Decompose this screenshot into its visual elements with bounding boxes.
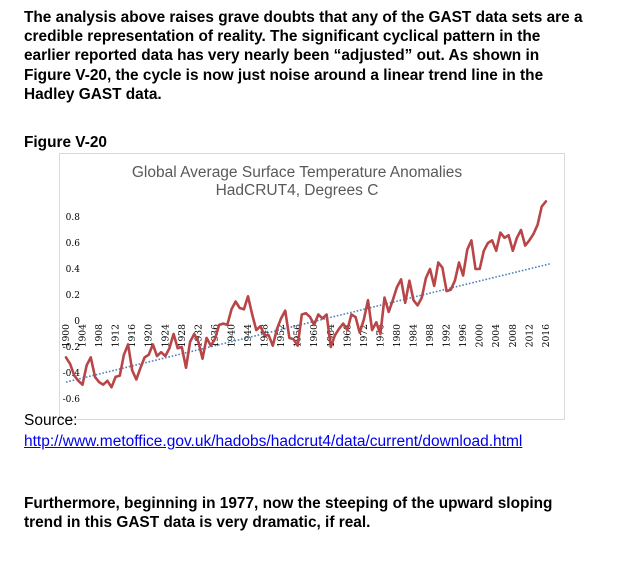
x-tick-label: 1976 [375,324,386,348]
source-link[interactable]: http://www.metoffice.gov.uk/hadobs/hadcr… [24,433,523,450]
x-tick-label: 2016 [541,324,552,348]
y-tick-label: 0.8 [66,213,81,223]
x-tick-label: 1984 [408,324,419,348]
figure-label: Figure V-20 [24,134,107,151]
x-tick-label: 1960 [309,324,320,348]
x-tick-label: 1996 [458,324,469,348]
x-tick-label: 1988 [425,324,436,348]
y-tick-label: 0 [74,317,80,327]
x-tick-label: 2000 [475,324,486,348]
x-tick-label: 1916 [127,324,138,348]
x-tick-label: 1980 [392,324,403,348]
x-tick-label: 1900 [61,324,72,348]
x-tick-label: 1952 [276,324,287,347]
x-tick-label: 1944 [243,324,254,348]
x-tick-label: 1972 [359,324,370,347]
x-tick-label: 1920 [144,324,155,348]
x-tick-label: 1928 [177,324,188,348]
x-tick-label: 2004 [491,324,502,348]
y-tick-label: -0.4 [63,369,81,379]
x-tick-label: 1912 [111,324,122,347]
x-tick-label: 1964 [326,324,337,348]
chart-frame: Global Average Surface Temperature Anoma… [59,153,565,420]
y-tick-label: 0.6 [66,239,81,249]
x-tick-label: 2008 [508,324,519,348]
y-tick-label: 0.4 [66,265,81,275]
x-tick-label: 1992 [442,324,453,347]
source-label: Source: [24,412,78,429]
x-tick-label: 1904 [78,324,89,348]
x-axis-ticks: 1900 1904 1908 1912 1916 1920 1924 1928 1932 1936… [61,324,552,348]
y-tick-label: -0.2 [63,343,80,353]
y-axis-ticks: -0.6 -0.4 -0.2 0 0.2 0.4 0.6 0.8 [63,213,81,405]
x-tick-label: 1932 [193,324,204,347]
y-tick-label: -0.6 [63,395,81,405]
series-line [64,200,548,389]
x-tick-label: 1940 [226,324,237,348]
chart-title: Global Average Surface Temperature Anoma… [132,164,463,181]
x-tick-label: 1908 [94,324,105,348]
trend-line [65,263,551,383]
x-tick-label: 1968 [342,324,353,348]
x-tick-label: 2012 [524,324,535,347]
outro-paragraph: Furthermore, beginning in 1977, now the … [24,495,553,532]
chart-subtitle: HadCRUT4, Degrees C [216,182,379,199]
x-tick-label: 1924 [160,324,171,348]
intro-paragraph: The analysis above raises grave doubts t… [24,9,583,103]
y-tick-label: 0.2 [66,291,80,301]
temperature-chart: Global Average Surface Temperature Anoma… [61,164,552,405]
